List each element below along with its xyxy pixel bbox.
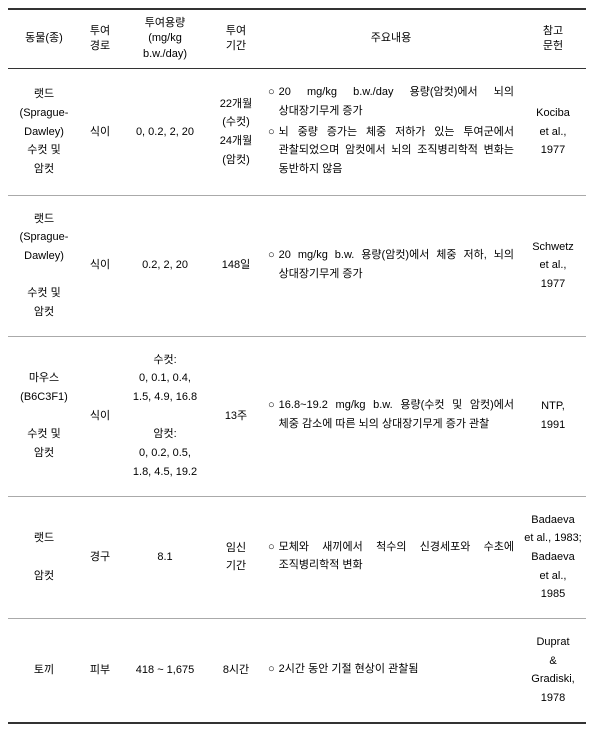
cell-animal: 랫드(Sprague-Dawley)수컷 및암컷 <box>8 69 80 195</box>
table-header-row: 동물(종) 투여경로 투여용량(mg/kgb.w./day) 투여기간 주요내용… <box>8 9 586 69</box>
content-text: 모체와 새끼에서 척수의 신경세포와 수초에 조직병리학적 변화 <box>279 538 514 575</box>
table-row: 랫드(Sprague-Dawley)수컷 및암컷식이0.2, 2, 20148일… <box>8 195 586 336</box>
header-animal: 동물(종) <box>8 9 80 69</box>
table-row: 토끼피부418 ~ 1,6758시간○2시간 동안 기절 현상이 관찰됨Dupr… <box>8 618 586 722</box>
cell-reference: Badaevaet al., 1983;Badaevaet al.,1985 <box>520 496 586 618</box>
cell-period: 13주 <box>210 336 262 496</box>
toxicity-data-table: 동물(종) 투여경로 투여용량(mg/kgb.w./day) 투여기간 주요내용… <box>8 8 586 724</box>
table-row: 마우스(B6C3F1)수컷 및암컷식이수컷:0, 0.1, 0.4,1.5, 4… <box>8 336 586 496</box>
bullet-icon: ○ <box>268 660 275 679</box>
cell-reference: Kocibaet al.,1977 <box>520 69 586 195</box>
cell-content: ○20 mg/kg b.w. 용량(암컷)에서 체중 저하, 뇌의 상대장기무게… <box>262 195 520 336</box>
cell-route: 식이 <box>80 195 120 336</box>
header-period: 투여기간 <box>210 9 262 69</box>
bullet-icon: ○ <box>268 246 275 265</box>
content-text: 20 mg/kg b.w./day 용량(암컷)에서 뇌의 상대장기무게 증가 <box>279 83 514 120</box>
content-text: 16.8~19.2 mg/kg b.w. 용량(수컷 및 암컷)에서 체중 감소… <box>279 396 514 433</box>
cell-period: 임신기간 <box>210 496 262 618</box>
cell-reference: Duprat&Gradiski,1978 <box>520 618 586 722</box>
cell-reference: Schwetzet al.,1977 <box>520 195 586 336</box>
cell-content: ○20 mg/kg b.w./day 용량(암컷)에서 뇌의 상대장기무게 증가… <box>262 69 520 195</box>
cell-animal: 토끼 <box>8 618 80 722</box>
table-body: 랫드(Sprague-Dawley)수컷 및암컷식이0, 0.2, 2, 202… <box>8 69 586 723</box>
header-route: 투여경로 <box>80 9 120 69</box>
content-text: 뇌 중량 증가는 체중 저하가 있는 투여군에서 관찰되었으며 암컷에서 뇌의 … <box>279 123 514 179</box>
cell-content: ○16.8~19.2 mg/kg b.w. 용량(수컷 및 암컷)에서 체중 감… <box>262 336 520 496</box>
cell-route: 식이 <box>80 69 120 195</box>
cell-animal: 랫드(Sprague-Dawley)수컷 및암컷 <box>8 195 80 336</box>
cell-route: 피부 <box>80 618 120 722</box>
cell-period: 22개월(수컷)24개월(암컷) <box>210 69 262 195</box>
header-dose: 투여용량(mg/kgb.w./day) <box>120 9 210 69</box>
header-content: 주요내용 <box>262 9 520 69</box>
bullet-icon: ○ <box>268 396 275 415</box>
cell-route: 식이 <box>80 336 120 496</box>
bullet-icon: ○ <box>268 83 275 102</box>
cell-dose: 418 ~ 1,675 <box>120 618 210 722</box>
table-row: 랫드(Sprague-Dawley)수컷 및암컷식이0, 0.2, 2, 202… <box>8 69 586 195</box>
content-text: 2시간 동안 기절 현상이 관찰됨 <box>279 660 514 679</box>
bullet-icon: ○ <box>268 538 275 557</box>
cell-animal: 랫드암컷 <box>8 496 80 618</box>
cell-content: ○모체와 새끼에서 척수의 신경세포와 수초에 조직병리학적 변화 <box>262 496 520 618</box>
cell-dose: 0.2, 2, 20 <box>120 195 210 336</box>
cell-dose: 0, 0.2, 2, 20 <box>120 69 210 195</box>
cell-period: 8시간 <box>210 618 262 722</box>
cell-period: 148일 <box>210 195 262 336</box>
cell-reference: NTP,1991 <box>520 336 586 496</box>
table-row: 랫드암컷경구8.1임신기간○모체와 새끼에서 척수의 신경세포와 수초에 조직병… <box>8 496 586 618</box>
cell-content: ○2시간 동안 기절 현상이 관찰됨 <box>262 618 520 722</box>
content-text: 20 mg/kg b.w. 용량(암컷)에서 체중 저하, 뇌의 상대장기무게 … <box>279 246 514 283</box>
header-reference: 참고문헌 <box>520 9 586 69</box>
bullet-icon: ○ <box>268 123 275 142</box>
cell-route: 경구 <box>80 496 120 618</box>
cell-animal: 마우스(B6C3F1)수컷 및암컷 <box>8 336 80 496</box>
cell-dose: 수컷:0, 0.1, 0.4,1.5, 4.9, 16.8암컷:0, 0.2, … <box>120 336 210 496</box>
cell-dose: 8.1 <box>120 496 210 618</box>
